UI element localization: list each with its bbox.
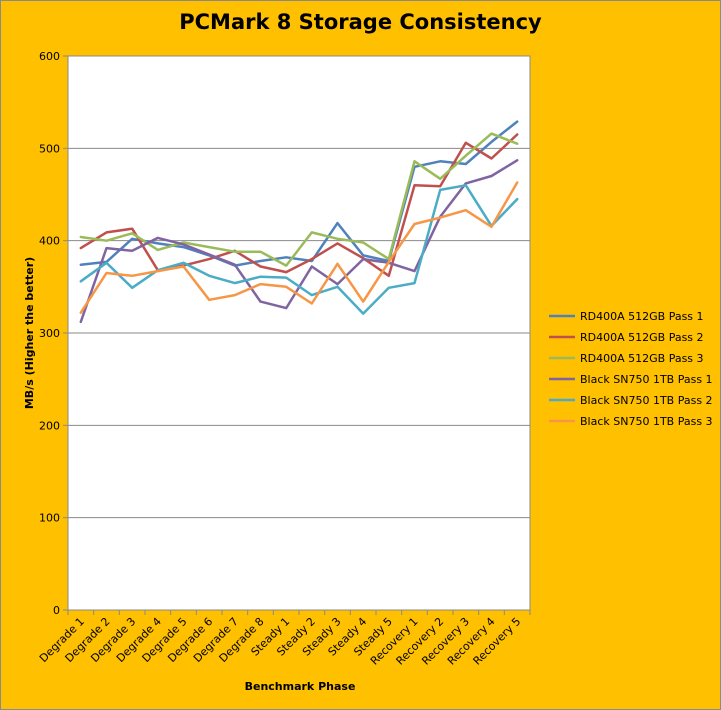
y-tick-label: 100 — [39, 512, 60, 525]
legend-label: RD400A 512GB Pass 2 — [580, 331, 704, 344]
legend-label: Black SN750 1TB Pass 1 — [580, 373, 713, 386]
legend-label: Black SN750 1TB Pass 2 — [580, 394, 713, 407]
y-tick-label: 200 — [39, 419, 60, 432]
y-tick-label: 300 — [39, 327, 60, 340]
chart-title: PCMark 8 Storage Consistency — [179, 10, 542, 34]
y-tick-label: 600 — [39, 50, 60, 63]
gridlines — [63, 55, 531, 615]
y-tick-label: 0 — [53, 604, 60, 617]
y-axis-title: MB/s (Higher the better) — [23, 257, 36, 409]
series-line — [79, 133, 519, 278]
series-line — [79, 120, 519, 267]
legend-label: RD400A 512GB Pass 3 — [580, 352, 704, 365]
legend-label: RD400A 512GB Pass 1 — [580, 310, 704, 323]
legend: RD400A 512GB Pass 1 RD400A 512GB Pass 2 RD… — [549, 310, 713, 428]
x-axis-title: Benchmark Phase — [245, 680, 356, 693]
series-line — [79, 132, 519, 267]
series-lines — [79, 120, 519, 324]
y-tick-label: 500 — [39, 142, 60, 155]
series-line — [79, 181, 519, 314]
y-tick-labels: 0 100 200 300 400 500 600 — [39, 50, 60, 617]
legend-label: Black SN750 1TB Pass 3 — [580, 415, 713, 428]
y-tick-label: 400 — [39, 235, 60, 248]
